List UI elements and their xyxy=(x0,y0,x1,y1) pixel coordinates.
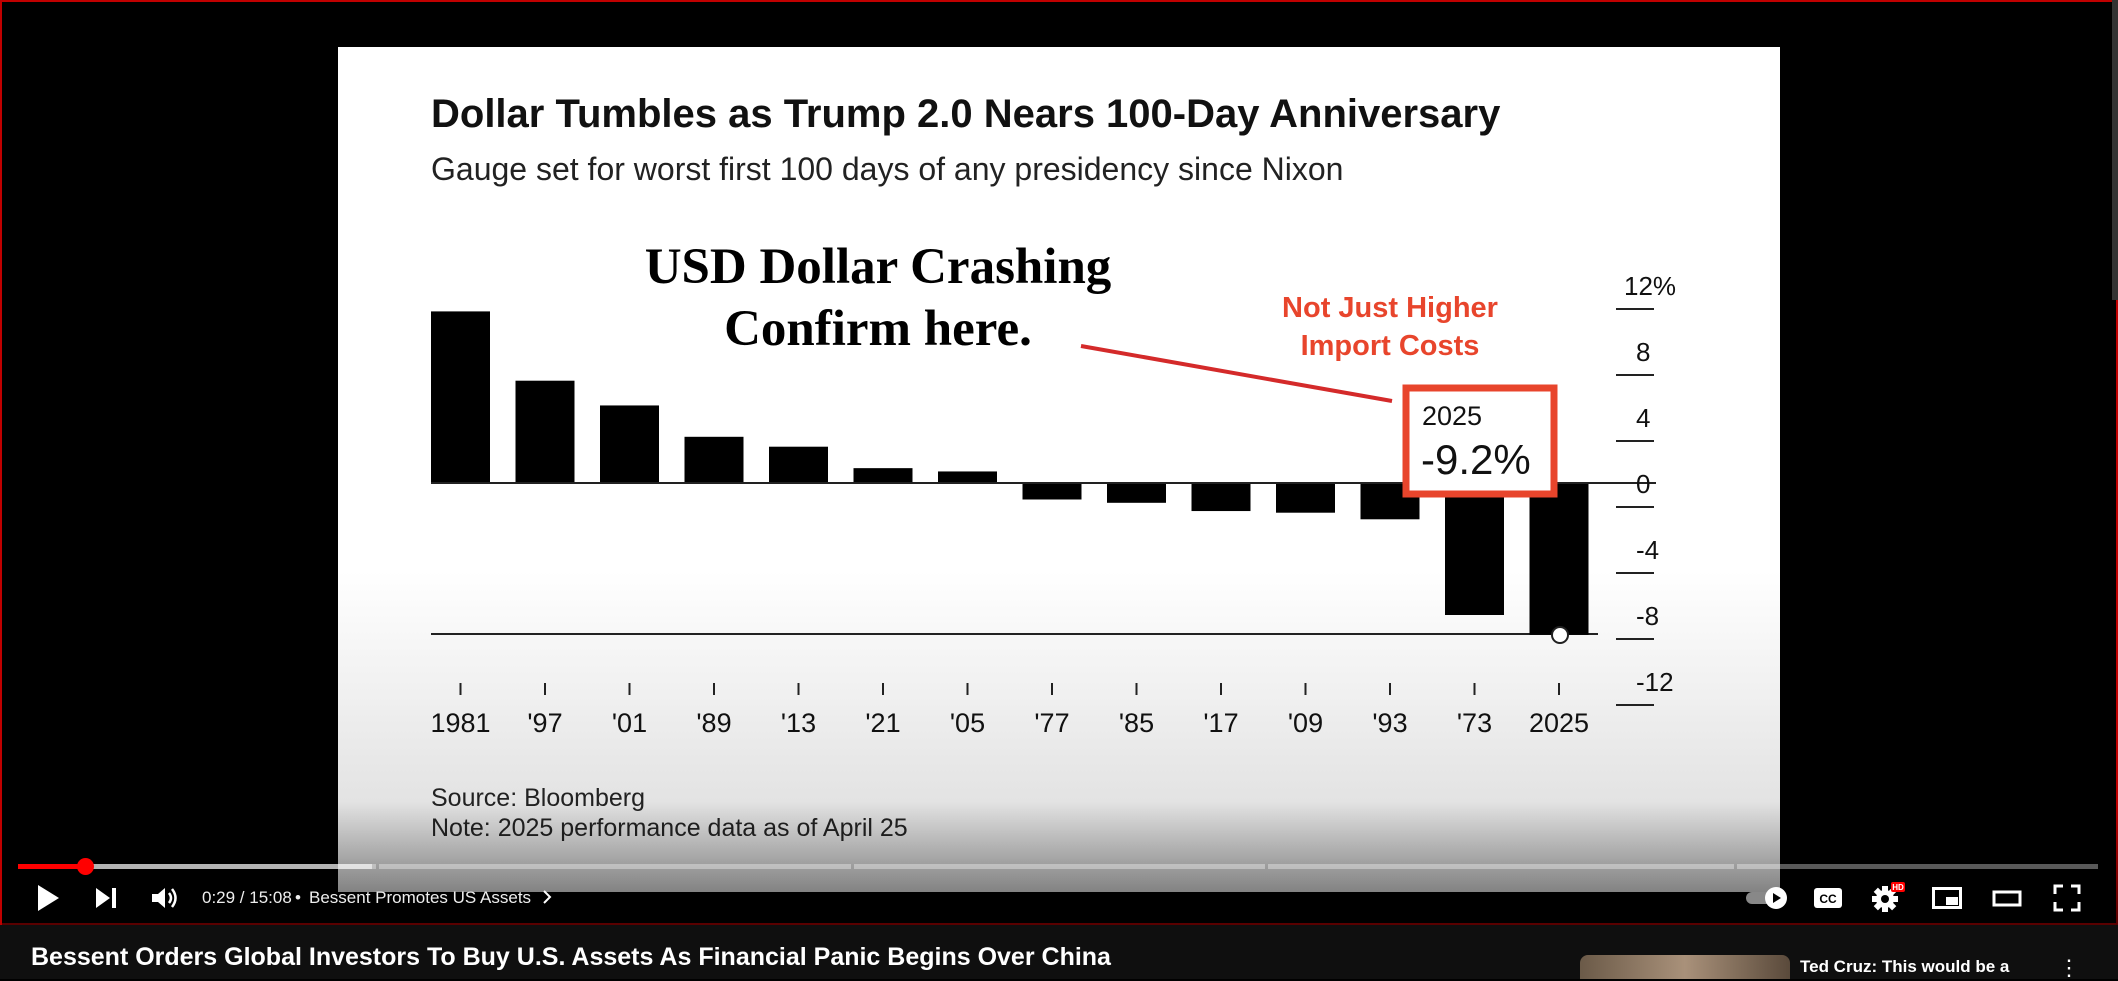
x-tick-label: '01 xyxy=(612,708,647,738)
x-tick-label: '21 xyxy=(865,708,900,738)
x-tick-label: 2025 xyxy=(1529,708,1589,738)
bar xyxy=(515,380,575,483)
video-title: Bessent Orders Global Investors To Buy U… xyxy=(31,943,1111,971)
marker-dot xyxy=(1551,626,1569,644)
chapter-label: Bessent Promotes US Assets xyxy=(309,888,532,907)
x-tick-label: 1981 xyxy=(430,708,490,738)
buffered-bar xyxy=(18,864,372,869)
y-tick-label: 4 xyxy=(1636,403,1650,433)
played-bar xyxy=(18,864,85,869)
bar xyxy=(1107,483,1166,503)
callout-year: 2025 xyxy=(1422,401,1482,431)
annotation-line-1: Not Just Higher xyxy=(1282,292,1498,324)
scrubber-handle[interactable] xyxy=(76,858,94,875)
y-tick-label: -8 xyxy=(1636,601,1659,631)
x-tick-label: '73 xyxy=(1457,708,1492,738)
x-tick-label: '93 xyxy=(1372,708,1407,738)
theater-mode-button[interactable] xyxy=(1987,878,2027,918)
bar-chart: Dollar Tumbles as Trump 2.0 Nears 100-Da… xyxy=(430,92,1676,842)
next-icon xyxy=(96,888,116,908)
bar xyxy=(1445,483,1504,615)
play-button[interactable] xyxy=(28,878,68,918)
chart-title: Dollar Tumbles as Trump 2.0 Nears 100-Da… xyxy=(431,92,1501,136)
chapter-segment[interactable] xyxy=(854,864,1265,869)
y-tick-label: 0 xyxy=(1636,469,1650,499)
miniplayer-icon xyxy=(1932,887,1962,909)
video-info: Bessent Orders Global Investors To Buy U… xyxy=(0,925,2118,980)
volume-icon xyxy=(152,888,177,908)
bar xyxy=(1022,483,1082,500)
overlay-headline-2: Confirm here. xyxy=(724,301,1032,357)
chart-subtitle: Gauge set for worst first 100 days of an… xyxy=(431,151,1343,187)
callout-box xyxy=(1402,384,1558,498)
theater-icon xyxy=(1992,890,2022,907)
more-options-icon[interactable]: ⋮ xyxy=(2058,955,2080,980)
fullscreen-button[interactable] xyxy=(2047,878,2087,918)
bar xyxy=(1529,483,1589,635)
x-tick-label: '17 xyxy=(1203,708,1238,738)
bar xyxy=(769,446,828,483)
separator-dot: • xyxy=(295,888,301,907)
bar xyxy=(431,311,490,483)
autoplay-icon xyxy=(1746,887,1787,909)
y-tick-label: -12 xyxy=(1636,667,1674,697)
gear-icon: HD xyxy=(1872,882,1905,912)
time-display: 0:29 / 15:08 xyxy=(202,888,292,907)
volume-button[interactable] xyxy=(145,878,185,918)
chapter-segment[interactable] xyxy=(1268,864,1734,869)
x-tick-label: '05 xyxy=(950,708,985,738)
annotation-arrow xyxy=(1080,344,1393,403)
annotation-line-2: Import Costs xyxy=(1301,330,1480,362)
chevron-right-icon xyxy=(543,890,552,904)
bar xyxy=(1276,483,1335,513)
x-tick-label: '13 xyxy=(781,708,816,738)
y-tick-label: 8 xyxy=(1636,337,1650,367)
x-tick-label: '89 xyxy=(696,708,731,738)
chapter-title[interactable]: Bessent Promotes US Assets xyxy=(309,888,553,908)
x-tick-label: '97 xyxy=(527,708,562,738)
callout-value: -9.2% xyxy=(1421,436,1531,483)
x-tick-label: '09 xyxy=(1288,708,1323,738)
cc-label: CC xyxy=(1819,892,1837,906)
bar xyxy=(600,405,659,483)
settings-button[interactable]: HD xyxy=(1868,878,1908,918)
scrollbar[interactable] xyxy=(2112,0,2118,300)
bar xyxy=(684,436,744,483)
overlay-headline-1: USD Dollar Crashing xyxy=(645,239,1112,295)
player-controls: 0:29 / 15:08 • Bessent Promotes US Asset… xyxy=(2,874,2118,924)
hd-badge: HD xyxy=(1892,883,1904,892)
chapter-segment[interactable] xyxy=(379,864,851,869)
x-tick-label: '85 xyxy=(1119,708,1154,738)
bar xyxy=(938,471,997,483)
captions-icon: CC xyxy=(1814,888,1842,908)
play-icon xyxy=(38,885,59,911)
bar xyxy=(1191,483,1251,512)
video-player[interactable]: Dollar Tumbles as Trump 2.0 Nears 100-Da… xyxy=(0,0,2118,927)
video-frame: Dollar Tumbles as Trump 2.0 Nears 100-Da… xyxy=(338,47,1780,892)
next-button[interactable] xyxy=(86,878,126,918)
bar xyxy=(853,468,913,483)
chapter-segment[interactable] xyxy=(1737,864,2098,869)
miniplayer-button[interactable] xyxy=(1927,878,1967,918)
x-tick-label: '77 xyxy=(1034,708,1069,738)
autoplay-toggle[interactable] xyxy=(1742,878,1792,918)
progress-bar[interactable] xyxy=(18,858,2098,875)
related-video-thumbnail[interactable] xyxy=(1580,955,1790,979)
fullscreen-icon xyxy=(2053,884,2081,912)
related-video-title[interactable]: Ted Cruz: This would be a xyxy=(1800,957,2010,976)
y-tick-label: 12% xyxy=(1624,271,1676,301)
captions-button[interactable]: CC xyxy=(1808,878,1848,918)
y-tick-label: -4 xyxy=(1636,535,1659,565)
